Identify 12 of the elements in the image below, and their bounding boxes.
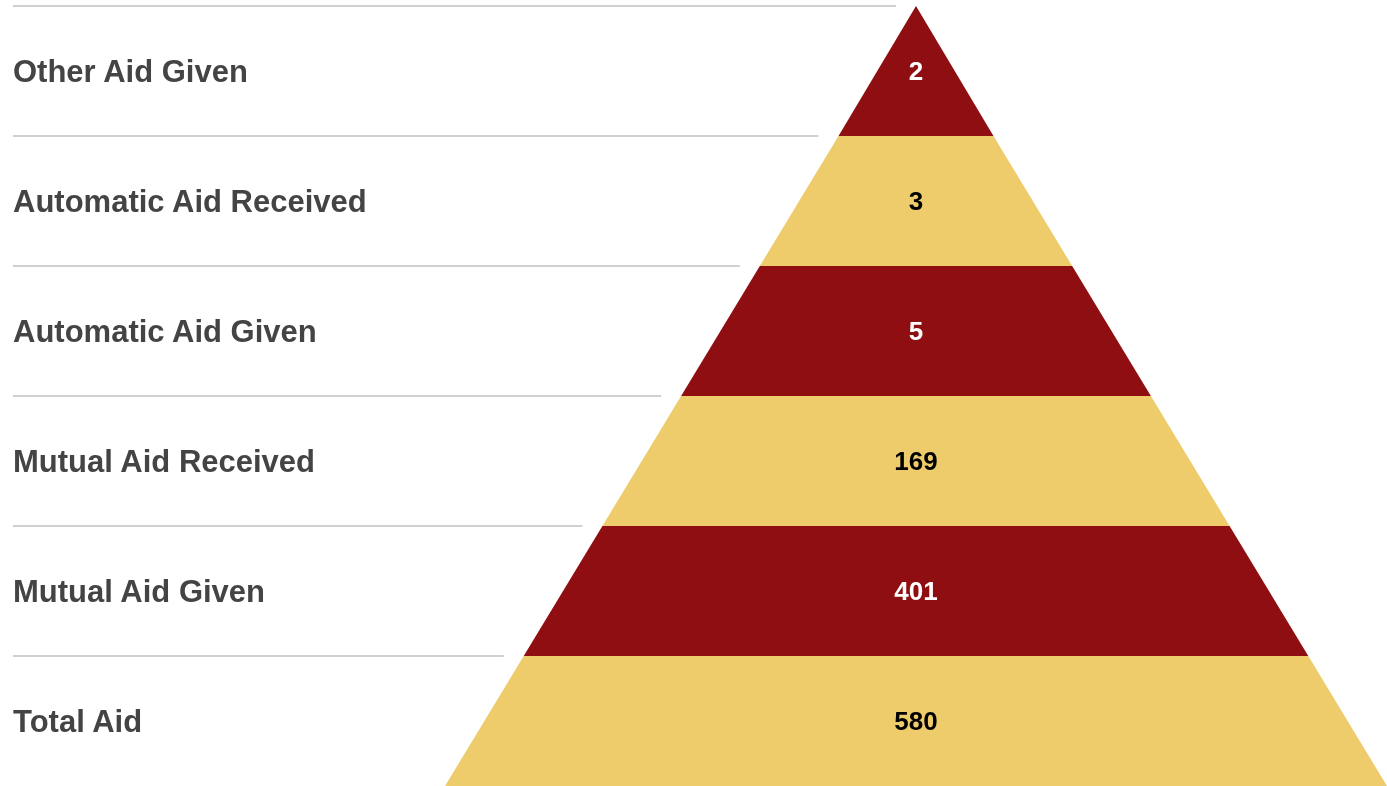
data-label: 3	[908, 186, 924, 216]
data-label: 2	[908, 56, 924, 86]
category-label: Mutual Aid Received	[13, 443, 316, 479]
data-label: 5	[908, 316, 924, 346]
category-label: Other Aid Given	[13, 53, 248, 89]
category-label: Mutual Aid Given	[13, 573, 266, 609]
category-label: Total Aid	[13, 703, 143, 739]
data-label: 169	[894, 446, 938, 476]
data-label: 401	[894, 576, 938, 606]
category-label: Automatic Aid Received	[13, 183, 367, 219]
category-label: Automatic Aid Given	[13, 313, 317, 349]
data-label: 580	[894, 706, 938, 736]
